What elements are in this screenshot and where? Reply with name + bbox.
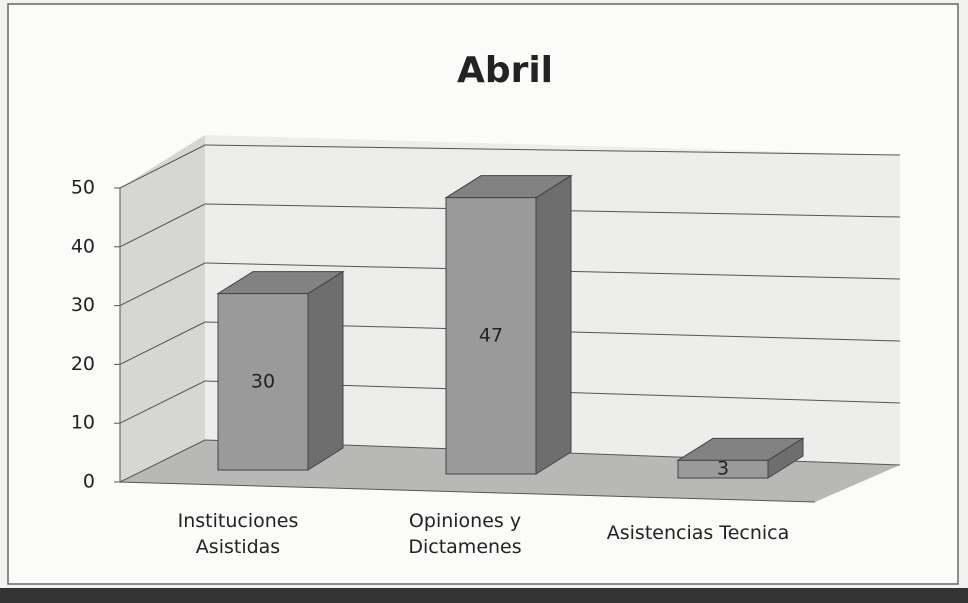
grid-line xyxy=(119,203,206,248)
y-tick-label: 0 xyxy=(83,471,95,493)
chart-title: Abril xyxy=(457,50,553,91)
bar xyxy=(217,293,309,471)
bottom-band xyxy=(0,588,968,603)
y-tick-label: 20 xyxy=(71,353,95,375)
y-tick-label: 30 xyxy=(71,294,95,316)
grid-line xyxy=(119,144,206,189)
x-tick-label: Instituciones Asistidas xyxy=(177,510,299,558)
grid-line xyxy=(119,439,206,483)
data-label: 47 xyxy=(479,324,503,346)
grid-line xyxy=(119,262,206,307)
bar-side xyxy=(307,270,344,471)
grid-line xyxy=(119,380,206,424)
grid-line xyxy=(119,321,206,365)
x-tick-label: Opiniones y Dictamenes xyxy=(408,510,522,558)
y-tick-label: 40 xyxy=(71,235,95,257)
bar xyxy=(677,459,769,479)
data-label: 30 xyxy=(251,370,275,392)
grid-line xyxy=(204,144,901,156)
side-wall xyxy=(120,135,205,482)
y-tick-label: 50 xyxy=(71,177,95,199)
bar-side xyxy=(535,174,572,475)
x-tick-label: Asistencias Tecnica xyxy=(606,522,790,544)
y-tick-label: 10 xyxy=(71,412,95,434)
data-label: 3 xyxy=(717,458,729,480)
bar xyxy=(445,197,537,475)
x-axis xyxy=(119,481,816,503)
